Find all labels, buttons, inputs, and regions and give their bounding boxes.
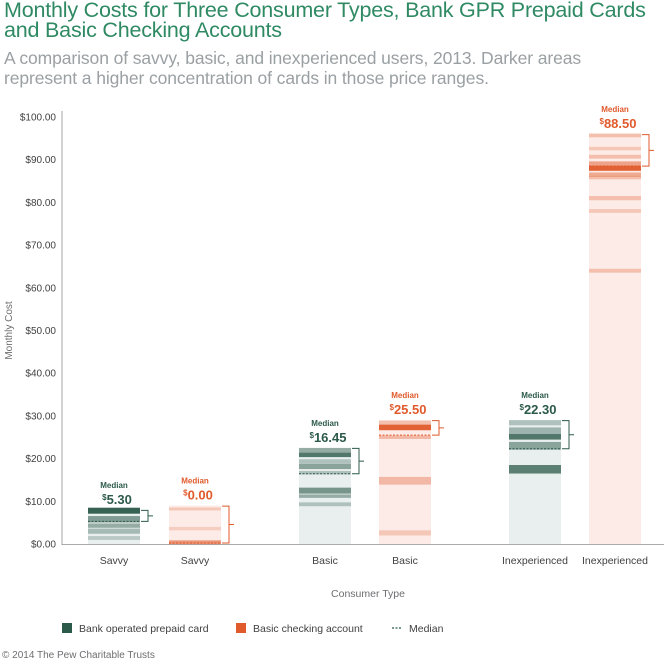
y-tick-label: $20.00 xyxy=(25,454,56,465)
median-callout-label: Median xyxy=(181,477,209,486)
concentration-band xyxy=(379,420,431,425)
x-category-label: Basic xyxy=(312,555,338,567)
concentration-band xyxy=(169,540,221,545)
concentration-band xyxy=(589,268,641,273)
x-category-label: Inexperienced xyxy=(502,555,568,567)
median-callout-label: Median xyxy=(311,419,339,428)
median-bracket xyxy=(642,134,654,167)
concentration-band xyxy=(509,427,561,435)
concentration-band xyxy=(379,435,431,439)
bar-range-checking xyxy=(589,134,641,544)
concentration-band xyxy=(299,470,351,475)
concentration-band xyxy=(509,465,561,474)
concentration-band xyxy=(299,447,351,453)
bar-range-prepaid xyxy=(88,509,140,544)
concentration-band xyxy=(379,476,431,485)
median-callout-value: $25.50 xyxy=(390,402,427,417)
legend-label: Basic checking account xyxy=(253,623,363,635)
copyright-footer: © 2014 The Pew Charitable Trusts xyxy=(2,650,155,661)
y-tick-label: $10.00 xyxy=(25,497,56,508)
median-callout-value: $22.30 xyxy=(520,402,557,417)
median-callout-label: Median xyxy=(391,391,419,400)
concentration-band xyxy=(299,487,351,494)
y-tick-label: $70.00 xyxy=(25,241,56,252)
concentration-band xyxy=(509,441,561,450)
concentration-band xyxy=(589,161,641,166)
concentration-band xyxy=(589,146,641,151)
x-category-label: Inexperienced xyxy=(582,555,648,567)
concentration-band xyxy=(88,523,140,528)
concentration-band xyxy=(299,459,351,464)
median-bracket xyxy=(562,420,574,450)
concentration-band xyxy=(509,434,561,440)
chart-subtitle: A comparison of savvy, basic, and inexpe… xyxy=(4,48,581,88)
concentration-band xyxy=(589,133,641,138)
concentration-band xyxy=(509,420,561,426)
x-category-label: Savvy xyxy=(181,555,210,567)
legend-swatch-prepaid xyxy=(62,623,72,633)
concentration-band xyxy=(169,507,221,511)
concentration-band xyxy=(589,172,641,177)
concentration-band xyxy=(589,195,641,201)
concentration-band xyxy=(379,424,431,431)
concentration-band xyxy=(299,463,351,470)
concentration-band xyxy=(88,528,140,534)
y-tick-label: $50.00 xyxy=(25,326,56,337)
median-bracket xyxy=(432,420,444,436)
concentration-band xyxy=(88,516,140,523)
concentration-band xyxy=(589,165,641,171)
y-tick-label: $60.00 xyxy=(25,283,56,294)
y-axis-title: Monthly Cost xyxy=(4,301,15,360)
legend-swatch-checking xyxy=(236,623,246,633)
median-callout-value: $88.50 xyxy=(600,116,637,131)
bar-range-prepaid xyxy=(509,420,561,544)
x-category-label: Savvy xyxy=(100,555,129,567)
concentration-band xyxy=(299,494,351,498)
y-tick-label: $80.00 xyxy=(25,198,56,209)
y-tick-label: $100.00 xyxy=(20,113,57,124)
y-tick-label: $40.00 xyxy=(25,369,56,380)
y-tick-label: $30.00 xyxy=(25,411,56,422)
y-tick-label: $90.00 xyxy=(25,155,56,166)
median-bracket xyxy=(352,447,364,475)
median-callout-label: Median xyxy=(100,481,128,490)
median-bracket xyxy=(141,509,153,522)
median-callout-value: $5.30 xyxy=(102,492,132,507)
x-axis-title: Consumer Type xyxy=(331,588,405,600)
concentration-band xyxy=(88,507,140,514)
bar-range-checking xyxy=(169,505,221,544)
median-callout-value: $0.00 xyxy=(183,488,213,503)
concentration-band xyxy=(589,175,641,180)
median-callout-label: Median xyxy=(601,105,629,114)
concentration-band xyxy=(169,526,221,531)
bar-range-checking xyxy=(379,420,431,544)
concentration-band xyxy=(589,154,641,159)
legend-label: Median xyxy=(409,623,444,635)
concentration-band xyxy=(299,502,351,507)
concentration-band xyxy=(88,536,140,540)
chart-title: Monthly Costs for Three Consumer Types, … xyxy=(4,0,646,42)
concentration-band xyxy=(299,452,351,458)
median-callout-label: Median xyxy=(521,391,549,400)
y-tick-label: $0.00 xyxy=(31,540,56,551)
concentration-band xyxy=(379,530,431,536)
concentration-band xyxy=(589,209,641,213)
median-bracket xyxy=(222,505,234,544)
x-category-label: Basic xyxy=(392,555,418,567)
legend-label: Bank operated prepaid card xyxy=(79,623,209,635)
median-callout-value: $16.45 xyxy=(310,430,347,445)
